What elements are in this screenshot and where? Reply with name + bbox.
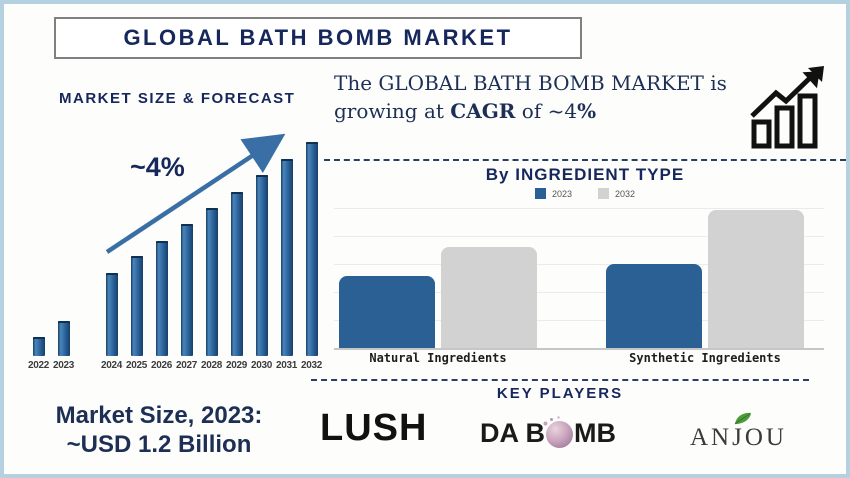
forecast-axis-label: 2028: [200, 360, 223, 371]
forecast-bar-group-2025: 2025: [124, 256, 149, 371]
legend-swatch: [598, 188, 609, 199]
legend-item-2032: 2032: [598, 188, 635, 199]
forecast-bar-2030: [255, 175, 268, 356]
forecast-axis-label: 2032: [300, 360, 323, 371]
forecast-heading: MARKET SIZE & FORECAST: [59, 90, 296, 107]
forecast-bar-2027: [180, 224, 193, 356]
anjou-text-left: AN: [690, 424, 733, 451]
forecast-axis-label: 2023: [52, 360, 75, 371]
legend-label: 2023: [551, 188, 572, 199]
forecast-axis-label: 2022: [27, 360, 50, 371]
forecast-axis-label: 2030: [250, 360, 273, 371]
intro-pct: %: [577, 98, 597, 123]
dabomb-text-right: MB: [574, 418, 616, 448]
dabomb-logo: DA B MB: [480, 418, 616, 449]
ingredient-bar-2032: [441, 247, 537, 348]
intro-part: of ~4: [515, 98, 578, 123]
forecast-bar-2031: [280, 159, 293, 356]
legend-label: 2032: [615, 188, 636, 199]
market-size-line2: ~USD 1.2 Billion: [66, 430, 252, 458]
ingredient-group: Synthetic Ingredients: [606, 210, 804, 365]
legend-item-2023: 2023: [534, 188, 572, 199]
forecast-axis-label: 2029: [225, 360, 248, 371]
forecast-bar-group-2029: 2029: [224, 192, 249, 371]
anjou-logo: AN JOU: [690, 412, 787, 452]
forecast-bar-2026: [155, 241, 168, 356]
intro-text: The GLOBAL BATH BOMB MARKET is growing a…: [334, 70, 744, 125]
lush-logo: LUSH: [320, 407, 428, 449]
ingredient-bar-2023: [606, 264, 702, 348]
forecast-bar-2032: [305, 142, 318, 356]
dashed-separator-bottom: [311, 379, 809, 381]
forecast-bar-2028: [205, 208, 218, 356]
ingredient-bar-2032: [708, 210, 804, 348]
forecast-bar-group-2028: 2028: [199, 208, 224, 371]
forecast-axis-label: 2024: [100, 360, 123, 371]
forecast-bar-2024: [105, 273, 118, 356]
forecast-axis-label: 2025: [125, 360, 148, 371]
anjou-text-right: OU: [744, 424, 787, 451]
market-size-statement: Market Size, 2023: ~USD 1.2 Billion: [22, 402, 296, 460]
forecast-bar-group-2023: 2023: [51, 321, 76, 371]
forecast-bar-2025: [130, 256, 143, 356]
forecast-bar-2023: [57, 321, 70, 356]
forecast-bar-2029: [230, 192, 243, 356]
dashed-separator-top: [324, 159, 846, 161]
ingredient-legend: 2023 2032: [324, 188, 846, 199]
ingredient-plot: Natural Ingredients Synthetic Ingredients: [334, 207, 824, 365]
forecast-axis-label: 2031: [275, 360, 298, 371]
forecast-bar-group-2022: 2022: [26, 337, 51, 371]
growth-label: ~4%: [130, 152, 185, 182]
ingredient-category-label: Synthetic Ingredients: [629, 351, 781, 365]
forecast-bar-2022: [32, 337, 45, 356]
page-title: GLOBAL BATH BOMB MARKET: [123, 25, 513, 50]
forecast-bar-group-2026: 2026: [149, 241, 174, 371]
forecast-axis-label: 2026: [150, 360, 173, 371]
ingredient-category-label: Natural Ingredients: [369, 351, 507, 365]
intro-cagr: CAGR: [450, 98, 516, 123]
growth-chart-icon: [750, 66, 824, 149]
market-size-line1: Market Size, 2023:: [55, 402, 263, 429]
dabomb-text-left: DA B: [480, 418, 545, 448]
bath-bomb-icon: [546, 421, 573, 448]
forecast-bar-group-2031: 2031: [274, 159, 299, 371]
key-players-heading: KEY PLAYERS: [496, 385, 624, 402]
forecast-bar-group-2024: 2024: [99, 273, 124, 371]
ingredient-bar-2023: [339, 276, 435, 348]
ingredient-group: Natural Ingredients: [339, 247, 537, 365]
leaf-icon: [734, 412, 752, 425]
intro-part: The GLOBAL BATH BOMB MARKET is growing a…: [334, 71, 727, 123]
forecast-bar-group-2027: 2027: [174, 224, 199, 371]
ingredient-heading: By INGREDIENT TYPE: [485, 165, 685, 184]
title-box: GLOBAL BATH BOMB MARKET: [54, 17, 582, 59]
legend-swatch: [534, 188, 546, 199]
forecast-axis-label: 2027: [175, 360, 198, 371]
forecast-bar-group-2032: 2032: [299, 142, 324, 371]
forecast-bar-group-2030: 2030: [249, 175, 274, 371]
anjou-text-j: J: [732, 424, 745, 451]
